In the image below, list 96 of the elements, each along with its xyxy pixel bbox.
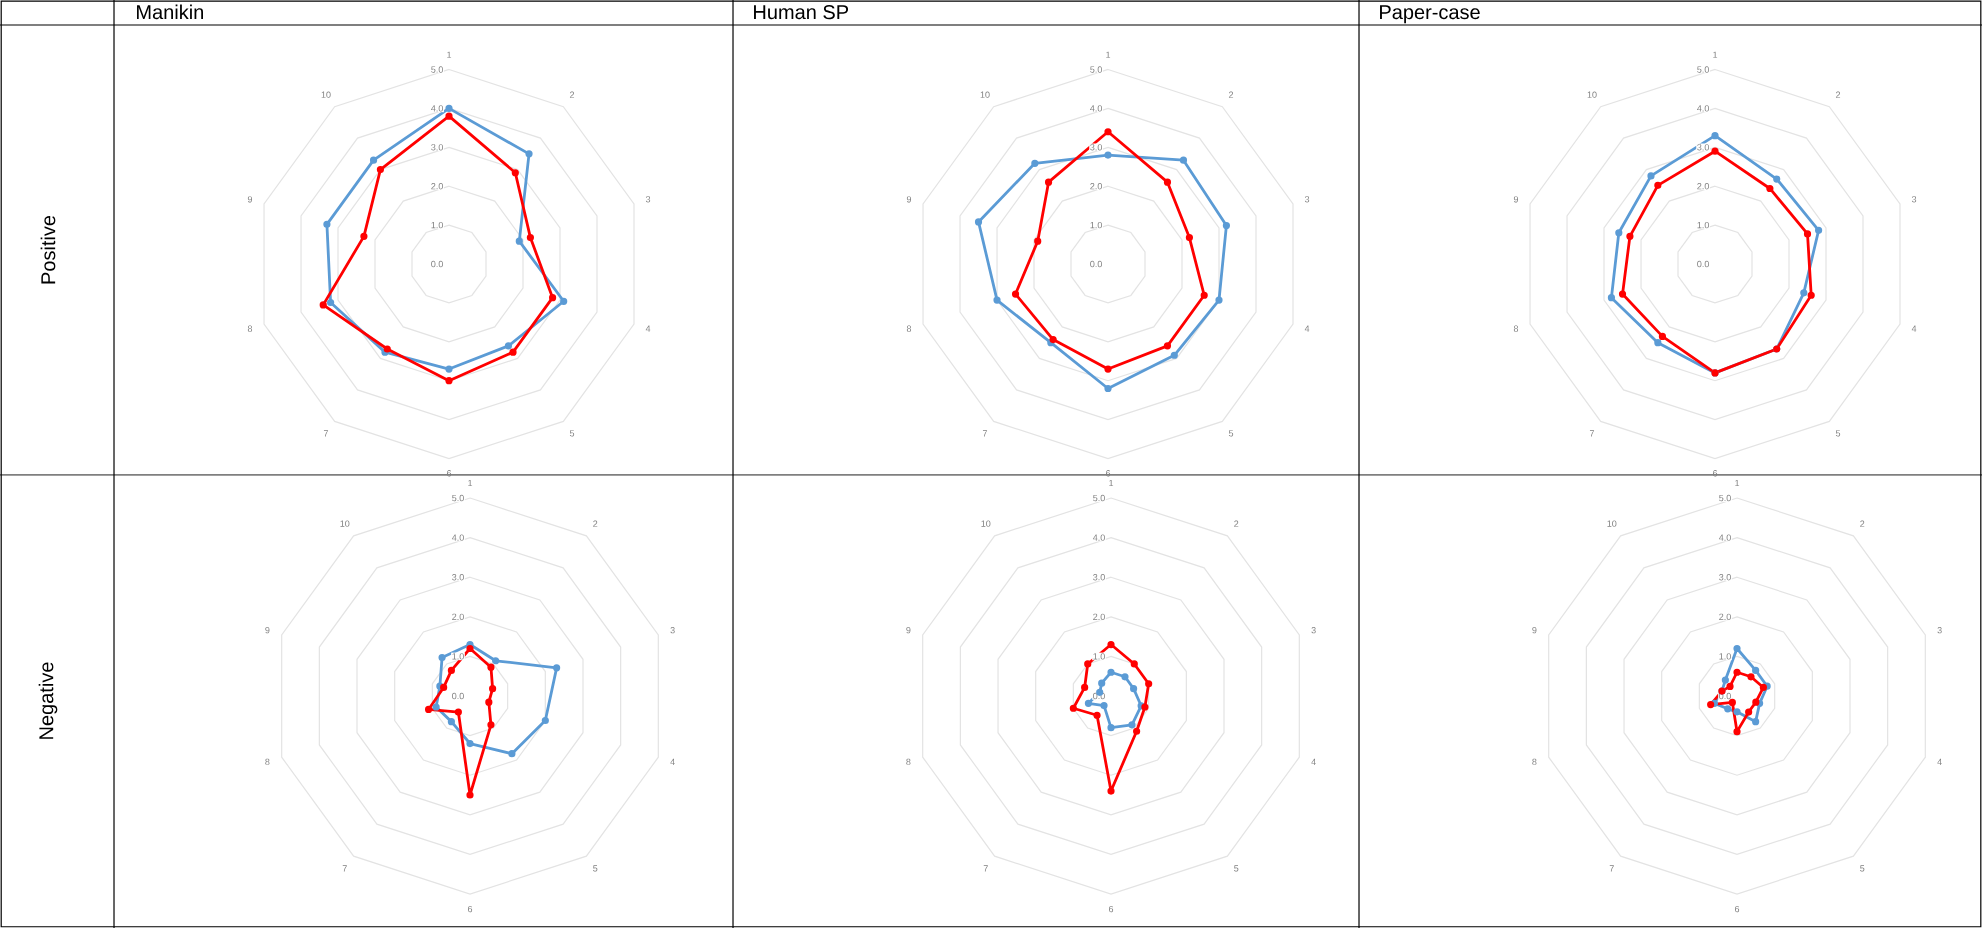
spoke-label: 8 bbox=[265, 758, 270, 766]
y-tick-label: 2.0 bbox=[431, 183, 443, 190]
y-tick-label: 5.0 bbox=[1093, 494, 1105, 502]
y-tick-label: 4.0 bbox=[431, 105, 443, 112]
spoke-label: 4 bbox=[645, 325, 651, 332]
y-tick-label: 4.0 bbox=[1697, 105, 1709, 112]
spoke-label: 9 bbox=[265, 627, 270, 634]
y-tick-label: 3.0 bbox=[1093, 574, 1105, 581]
spoke-label: 8 bbox=[906, 758, 911, 766]
spoke-label: 7 bbox=[982, 430, 988, 437]
y-tick-label: 5.0 bbox=[1719, 494, 1731, 502]
spoke-label: 8 bbox=[906, 325, 912, 332]
y-tick-label: 2.0 bbox=[1093, 613, 1105, 620]
y-tick-label: 2.0 bbox=[1697, 183, 1709, 190]
spoke-label: 1 bbox=[1713, 51, 1718, 58]
spoke-label: 9 bbox=[247, 196, 253, 203]
spoke-label: 7 bbox=[1609, 865, 1614, 872]
spoke-label: 6 bbox=[467, 905, 473, 913]
spoke-label: 3 bbox=[1304, 196, 1310, 203]
y-tick-label: 2.0 bbox=[1719, 613, 1731, 620]
spoke-label: 8 bbox=[1513, 325, 1519, 332]
spoke-label: 7 bbox=[983, 865, 988, 872]
spoke-label: 4 bbox=[1304, 325, 1310, 332]
spoke-label: 5 bbox=[593, 865, 598, 872]
spoke-label: 10 bbox=[980, 91, 990, 98]
y-tick-label: 3.0 bbox=[1090, 144, 1102, 151]
y-tick-label: 3.0 bbox=[431, 144, 443, 151]
spoke-label: 7 bbox=[323, 430, 329, 437]
chart-title: Human SP bbox=[754, 5, 849, 20]
y-tick-label: 0.0 bbox=[1697, 260, 1709, 268]
y-tick-label: 2.0 bbox=[1090, 183, 1102, 190]
spoke-label: 5 bbox=[1234, 865, 1239, 872]
y-tick-label: 2.0 bbox=[452, 613, 464, 620]
spoke-label: 8 bbox=[247, 325, 253, 332]
text: Positive bbox=[40, 215, 56, 284]
y-tick-label: 5.0 bbox=[431, 66, 443, 73]
y-tick-label: 3.0 bbox=[1719, 574, 1731, 581]
y-tick-label: 0.0 bbox=[452, 692, 464, 700]
text: Negative bbox=[38, 662, 58, 739]
spoke-label: 5 bbox=[1860, 865, 1865, 872]
spoke-label: 10 bbox=[321, 91, 331, 98]
spoke-label: 4 bbox=[1911, 325, 1917, 332]
spoke-label: 1 bbox=[1735, 479, 1740, 487]
spoke-label: 1 bbox=[447, 51, 452, 58]
spoke-label: 10 bbox=[1607, 520, 1617, 527]
spoke-label: 9 bbox=[1532, 627, 1537, 634]
spoke-label: 2 bbox=[1234, 520, 1239, 527]
y-tick-label: 4.0 bbox=[1090, 105, 1102, 112]
spoke-label: 1 bbox=[1106, 51, 1111, 58]
spoke-label: 6 bbox=[1734, 905, 1740, 913]
spoke-label: 10 bbox=[981, 520, 991, 527]
y-tick-label: 1.0 bbox=[431, 221, 443, 229]
y-tick-label: 1.0 bbox=[1093, 653, 1105, 660]
spoke-label: 6 bbox=[1108, 905, 1114, 913]
spoke-label: 3 bbox=[1311, 627, 1316, 634]
spoke-label: 4 bbox=[670, 758, 675, 765]
spoke-label: 10 bbox=[1587, 91, 1597, 98]
spoke-label: 2 bbox=[1835, 91, 1841, 98]
spoke-label: 5 bbox=[569, 430, 575, 437]
spoke-label: 9 bbox=[1513, 196, 1519, 203]
y-tick-label: 0.0 bbox=[1090, 260, 1102, 268]
y-tick-label: 1.0 bbox=[1697, 221, 1709, 229]
spoke-label: 8 bbox=[1532, 758, 1537, 766]
y-tick-label: 1.0 bbox=[1719, 653, 1731, 660]
spoke-label: 3 bbox=[1911, 196, 1917, 203]
y-tick-label: 5.0 bbox=[1697, 66, 1709, 73]
y-tick-label: 0.0 bbox=[431, 260, 443, 268]
chart-title: Manikin bbox=[137, 4, 203, 20]
spoke-label: 4 bbox=[1311, 758, 1316, 765]
spoke-label: 2 bbox=[569, 91, 575, 98]
y-tick-label: 5.0 bbox=[1090, 66, 1102, 73]
spoke-label: 9 bbox=[906, 196, 912, 203]
spoke-label: 5 bbox=[1228, 430, 1234, 437]
spoke-label: 5 bbox=[1835, 430, 1841, 437]
y-tick-label: 4.0 bbox=[1718, 534, 1731, 541]
spoke-label: 7 bbox=[342, 865, 347, 872]
spoke-label: 3 bbox=[670, 627, 675, 634]
chart-title: Paper-case bbox=[1380, 5, 1480, 24]
spoke-label: 2 bbox=[1860, 520, 1865, 527]
y-tick-label: 1.0 bbox=[1090, 221, 1102, 229]
y-tick-label: 4.0 bbox=[451, 534, 464, 541]
y-tick-label: 4.0 bbox=[1092, 534, 1105, 541]
y-tick-label: 1.0 bbox=[452, 653, 464, 660]
spoke-label: 9 bbox=[906, 627, 911, 634]
spoke-label: 2 bbox=[1228, 91, 1234, 98]
spoke-label: 4 bbox=[1937, 758, 1942, 765]
spoke-label: 1 bbox=[1109, 479, 1114, 487]
spoke-label: 3 bbox=[645, 196, 651, 203]
spoke-label: 2 bbox=[593, 520, 598, 527]
spoke-label: 3 bbox=[1937, 627, 1942, 634]
spoke-label: 10 bbox=[340, 520, 350, 527]
y-tick-label: 5.0 bbox=[452, 494, 464, 502]
spoke-label: 7 bbox=[1589, 430, 1595, 437]
y-tick-label: 3.0 bbox=[1697, 144, 1709, 151]
y-tick-label: 3.0 bbox=[452, 574, 464, 581]
spoke-label: 1 bbox=[468, 479, 473, 487]
